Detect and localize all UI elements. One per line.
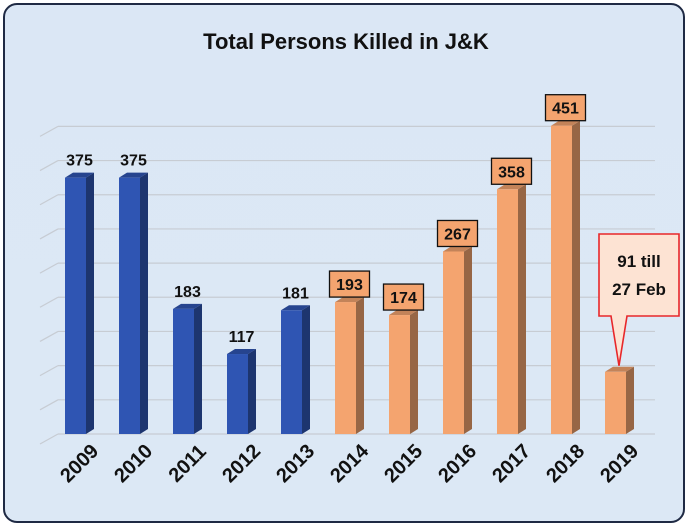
callout-line-2: 27 Feb — [612, 280, 666, 299]
bars — [65, 120, 634, 434]
bar-front — [119, 177, 140, 434]
data-label-2012: 117 — [229, 329, 255, 346]
bar-2016 — [443, 246, 472, 434]
x-tick-2014: 2014 — [326, 440, 374, 488]
bar-top — [119, 172, 148, 178]
x-tick-2009: 2009 — [56, 440, 103, 487]
bar-2011 — [173, 303, 202, 434]
bar-top — [227, 349, 256, 355]
x-tick-2017: 2017 — [488, 440, 535, 487]
bar-front — [605, 371, 626, 434]
bar-top — [173, 303, 202, 309]
data-label-box — [544, 94, 587, 122]
data-label-box — [490, 157, 533, 185]
callout-line-1: 91 till — [617, 252, 660, 271]
bar-2017 — [497, 184, 526, 434]
chart-svg: Total Persons Killed in J&K 375 375 183 117… — [39, 29, 680, 488]
bar-front — [227, 354, 248, 434]
bar-top — [389, 310, 418, 316]
bar-side — [86, 172, 94, 434]
x-tick-2019: 2019 — [596, 440, 643, 487]
bar-front — [551, 125, 572, 434]
callout-box — [598, 233, 680, 366]
bar-side — [140, 172, 148, 434]
gridline-slant — [39, 433, 59, 445]
gridline-slant — [39, 262, 59, 274]
bar-2014 — [335, 297, 364, 434]
gridline-slant — [39, 296, 59, 308]
bar-top — [443, 246, 472, 252]
bar-2010 — [119, 172, 148, 434]
bar-top — [335, 297, 364, 303]
data-label-box — [382, 283, 425, 311]
chart-title: Total Persons Killed in J&K — [203, 29, 489, 54]
bar-front — [173, 308, 194, 434]
bar-front — [497, 189, 518, 434]
x-tick-2010: 2010 — [110, 440, 157, 487]
bar-2018 — [551, 120, 580, 434]
bar-top — [551, 120, 580, 126]
bar-front — [281, 310, 302, 434]
gridline-slant — [39, 160, 59, 172]
x-tick-2018: 2018 — [542, 440, 589, 487]
bar-2013 — [281, 305, 310, 434]
gridline-slant — [39, 365, 59, 377]
data-label-box — [328, 270, 371, 298]
bar-2015 — [389, 310, 418, 434]
bar-2019 — [605, 366, 634, 434]
bar-side — [572, 120, 580, 434]
data-labels: 375 375 183 117 181 193 174 267 358 451 — [66, 94, 587, 346]
bar-2009 — [65, 172, 94, 434]
bar-top — [65, 172, 94, 178]
data-label-2016: 267 — [444, 226, 471, 243]
bar-front — [65, 177, 86, 434]
gridline-slant — [39, 399, 59, 411]
data-label-2018: 451 — [552, 101, 579, 118]
bar-top — [281, 305, 310, 311]
bar-top — [605, 366, 634, 372]
data-label-2014: 193 — [336, 277, 363, 294]
bar-front — [335, 302, 356, 434]
bar-front — [389, 315, 410, 434]
bar-side — [518, 184, 526, 434]
gridline-slant — [39, 330, 59, 342]
chart-frame: Total Persons Killed in J&K 375 375 183 117… — [3, 3, 685, 523]
bar-side — [410, 310, 418, 434]
bar-side — [356, 297, 364, 434]
gridline-slant — [39, 228, 59, 240]
gridline-slant — [39, 194, 59, 206]
callout: 91 till 27 Feb — [598, 233, 680, 366]
x-tick-2011: 2011 — [165, 441, 211, 487]
bar-side — [464, 246, 472, 434]
x-tick-2016: 2016 — [434, 440, 481, 487]
bar-side — [194, 303, 202, 434]
bar-side — [626, 366, 634, 434]
data-label-2009: 375 — [66, 153, 93, 170]
bar-side — [248, 349, 256, 434]
bar-front — [443, 251, 464, 434]
data-label-2010: 375 — [120, 153, 147, 170]
data-label-2011: 183 — [174, 284, 201, 301]
bar-side — [302, 305, 310, 434]
data-label-box — [436, 219, 479, 248]
x-tick-2013: 2013 — [272, 440, 319, 487]
x-tick-2015: 2015 — [380, 440, 427, 487]
x-tick-2012: 2012 — [218, 440, 265, 487]
x-tick-labels: 2009 2010 2011 2012 2013 2014 2015 2016 2017 2018… — [56, 440, 643, 488]
data-label-2013: 181 — [282, 285, 309, 302]
bar-top — [497, 184, 526, 190]
data-label-2015: 174 — [390, 290, 417, 307]
bar-2012 — [227, 349, 256, 434]
gridline-slant — [39, 125, 59, 137]
data-label-2017: 358 — [498, 164, 525, 181]
